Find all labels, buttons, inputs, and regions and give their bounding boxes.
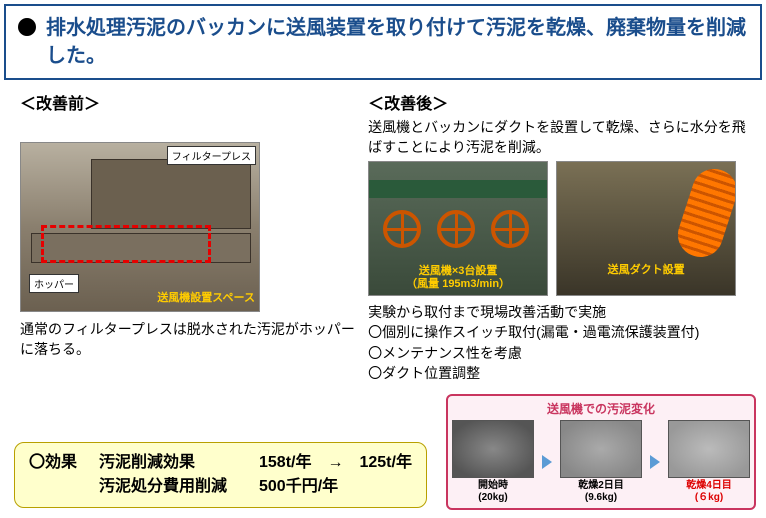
before-column: ＜改善前＞ フィルタープレス ホッパー 送風機設置スペース 通常のフィルタープレ…: [20, 90, 358, 383]
sludge-row: 開始時(20kg) 乾燥2日目(9.6kg) 乾燥4日目(６kg): [452, 420, 750, 504]
effect-box: 〇効果 汚泥削減効果 158t/年 → 125t/年 汚泥処分費用削減 500千…: [14, 442, 427, 508]
red-dashed-box: [41, 225, 211, 263]
content-area: ＜改善前＞ フィルタープレス ホッパー 送風機設置スペース 通常のフィルタープレ…: [0, 84, 766, 383]
title-text: 排水処理汚泥のバッカンに送風装置を取り付けて汚泥を乾燥、廃棄物量を削減した。: [46, 14, 748, 70]
title-box: 排水処理汚泥のバッカンに送風装置を取り付けて汚泥を乾燥、廃棄物量を削減した。: [4, 4, 762, 80]
orange-duct-icon: [672, 163, 736, 263]
bullet-item: 実験から取付まで現場改善活動で実施: [368, 302, 746, 322]
bullet-item: 〇個別に操作スイッチ取付(漏電・過電流保護装置付): [368, 322, 746, 342]
sludge-change-panel: 送風機での汚泥変化 開始時(20kg) 乾燥2日目(9.6kg) 乾燥4日目(６…: [446, 394, 756, 510]
blower-space-label: 送風機設置スペース: [157, 289, 255, 305]
photo-b-caption: 送風ダクト設置: [557, 264, 735, 277]
after-description: 送風機とバッカンにダクトを設置して乾燥、さらに水分を飛ばすことにより汚泥を削減。: [368, 118, 746, 157]
effect-label: 〇効果: [29, 451, 99, 475]
sludge-item-0: 開始時(20kg): [452, 420, 534, 504]
before-description: 通常のフィルタープレスは脱水された汚泥がホッパーに落ちる。: [20, 320, 358, 359]
before-photo: フィルタープレス ホッパー 送風機設置スペース: [20, 142, 260, 312]
arrow-icon: [542, 455, 552, 469]
after-heading: ＜改善後＞: [368, 90, 746, 114]
bullet-icon: [18, 18, 36, 36]
bullet-item: 〇メンテナンス性を考慮: [368, 343, 746, 363]
photo-a-caption: 送風機×3台設置 （風量 195m3/min）: [369, 265, 547, 291]
after-photo-duct: 送風ダクト設置: [556, 161, 736, 296]
bullet-item: 〇ダクト位置調整: [368, 363, 746, 383]
sludge-panel-title: 送風機での汚泥変化: [452, 400, 750, 417]
filter-label: フィルタープレス: [167, 146, 256, 165]
sludge-item-1: 乾燥2日目(9.6kg): [560, 420, 642, 504]
after-photo-blowers: 送風機×3台設置 （風量 195m3/min）: [368, 161, 548, 296]
effect-item-2: 汚泥処分費用削減: [99, 475, 259, 499]
effect-value-2: 500千円/年: [259, 475, 338, 499]
before-heading: ＜改善前＞: [20, 90, 358, 114]
effect-value-1: 158t/年 → 125t/年: [259, 451, 412, 475]
effect-item-1: 汚泥削減効果: [99, 451, 259, 475]
hopper-label: ホッパー: [29, 274, 79, 293]
arrow-icon: [650, 455, 660, 469]
after-column: ＜改善後＞ 送風機とバッカンにダクトを設置して乾燥、さらに水分を飛ばすことにより…: [368, 90, 746, 383]
after-photos-row: 送風機×3台設置 （風量 195m3/min） 送風ダクト設置: [368, 161, 746, 296]
after-bullet-list: 実験から取付まで現場改善活動で実施 〇個別に操作スイッチ取付(漏電・過電流保護装…: [368, 302, 746, 383]
sludge-item-2: 乾燥4日目(６kg): [668, 420, 750, 504]
